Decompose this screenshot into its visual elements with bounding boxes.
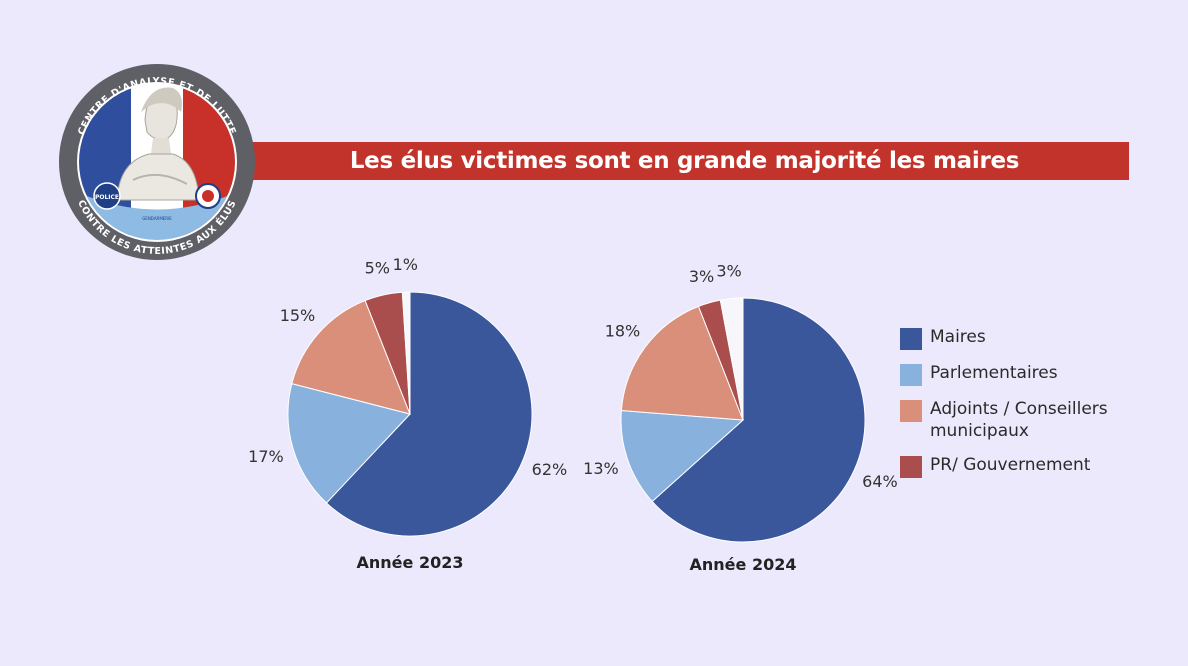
pie-slice-parlementaires bbox=[287, 383, 411, 504]
legend-label-adjoints: Adjoints / Conseillers municipaux bbox=[930, 399, 1108, 441]
page-title: Les élus victimes sont en grande majorit… bbox=[349, 148, 1020, 174]
legend-label-parlementaires: Parlementaires bbox=[930, 363, 1058, 383]
emblem-wave bbox=[79, 192, 235, 240]
pie-slice-parlementaires bbox=[620, 409, 745, 503]
legend-label-maires: Maires bbox=[930, 327, 986, 347]
legend-item-maires: Maires bbox=[900, 326, 1180, 350]
svg-text:POLICE: POLICE bbox=[95, 194, 119, 201]
pie-label-pr_gouv: 5% bbox=[365, 259, 390, 278]
emblem-logo: CENTRE D'ANALYSE ET DE LUTTE CONTRE LES … bbox=[59, 64, 255, 260]
svg-text:GENDARMERIE: GENDARMERIE bbox=[142, 216, 172, 221]
marianne-bust-icon bbox=[116, 87, 200, 201]
pie-slice-adjoints bbox=[291, 299, 411, 415]
title-band bbox=[240, 142, 1129, 180]
pie-slice-maires bbox=[651, 297, 866, 543]
legend-item-parlementaires: Parlementaires bbox=[900, 362, 1180, 386]
pie-label-maires: 64% bbox=[862, 472, 898, 491]
pie-label-other: 1% bbox=[393, 255, 418, 274]
pie-chart-caption: Année 2023 bbox=[357, 553, 464, 572]
pie-label-maires: 62% bbox=[532, 460, 568, 479]
legend: Maires Parlementaires Adjoints / Conseil… bbox=[900, 326, 1180, 490]
legend-item-pr-gouvernement: PR/ Gouvernement bbox=[900, 454, 1180, 478]
pie-label-adjoints: 18% bbox=[605, 322, 641, 341]
pie-label-parlementaires: 17% bbox=[248, 447, 284, 466]
legend-swatch-adjoints bbox=[900, 400, 922, 422]
legend-swatch-parlementaires bbox=[900, 364, 922, 386]
legend-swatch-pr-gouvernement bbox=[900, 456, 922, 478]
pie-label-other: 3% bbox=[716, 262, 741, 281]
legend-swatch-maires bbox=[900, 328, 922, 350]
pie-slice-other bbox=[719, 297, 744, 421]
pie-label-adjoints: 15% bbox=[280, 306, 316, 325]
pie-chart-2023: 62% 17% 15% 5% 1% Année 2023 bbox=[248, 255, 567, 572]
pie-label-pr_gouv: 3% bbox=[689, 267, 714, 286]
legend-item-adjoints: Adjoints / Conseillers municipaux bbox=[900, 398, 1180, 442]
pie-slice-adjoints bbox=[620, 305, 744, 421]
pie-slice-other bbox=[401, 291, 411, 415]
police-badge-icon: POLICE bbox=[93, 182, 121, 210]
gendarmerie-badge-icon: GENDARMERIE bbox=[142, 183, 221, 221]
pie-chart-caption: Année 2024 bbox=[690, 555, 797, 574]
pie-slice-maires bbox=[325, 291, 533, 537]
legend-label-pr-gouvernement: PR/ Gouvernement bbox=[930, 455, 1091, 475]
pie-chart-2024: 64% 13% 18% 3% 3% Année 2024 bbox=[583, 262, 898, 574]
pie-label-parlementaires: 13% bbox=[583, 459, 619, 478]
